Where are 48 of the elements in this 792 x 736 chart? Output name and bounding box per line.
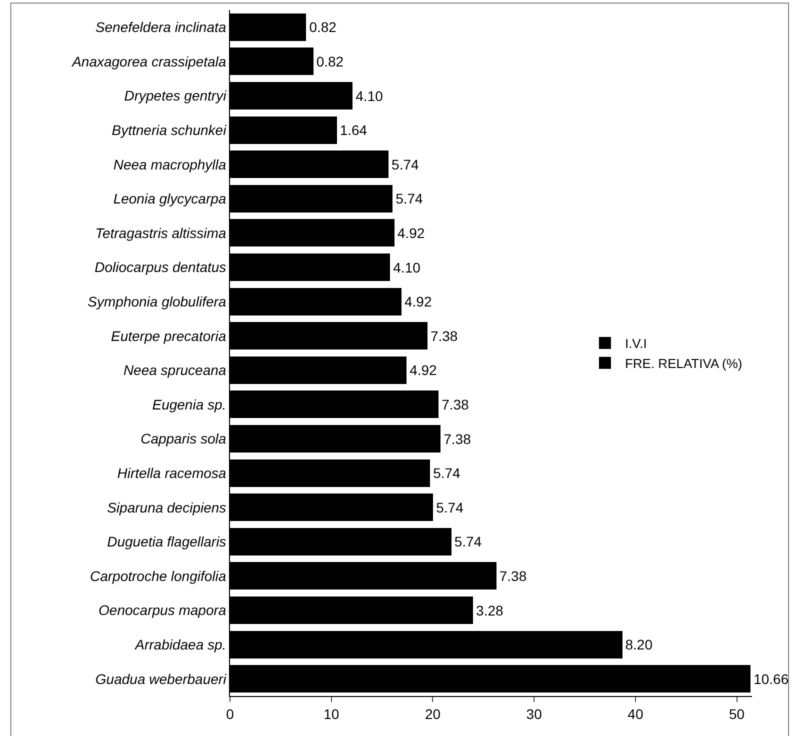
y-tick-label: Hirtella racemosa [117,464,226,481]
x-tick-label: 10 [324,706,340,722]
x-tick-label: 50 [729,706,745,722]
y-tick-label: Symphonia globulifera [88,293,226,310]
data-label: 7.38 [442,396,470,412]
y-tick-label: Capparis sola [140,430,226,447]
data-label: 5.74 [436,499,464,516]
y-tick-label: Drypetes gentryi [124,88,228,104]
y-tick-label: Guadua weberbaueri [95,670,228,687]
data-label: 3.28 [476,602,504,618]
data-label: 0.82 [309,19,337,36]
data-label: 5.74 [396,190,424,207]
y-tick-label: Neea macrophylla [113,156,226,172]
x-tick-label: 40 [628,706,644,722]
data-label: 4.92 [404,294,432,310]
legend-label: I.V.I [624,336,647,352]
y-tick-label: Byttneria schunkei [112,122,228,138]
data-label: 4.10 [356,88,384,104]
x-tick-label: 20 [424,706,441,722]
data-label: 0.82 [316,53,344,70]
y-tick-label: Duguetia flagellaris [107,534,226,550]
y-tick-label: Siparuna decipiens [107,499,226,516]
x-tick-label: 30 [526,706,542,722]
data-label: 4.92 [397,224,425,241]
y-tick-label: Oenocarpus mapora [98,602,226,618]
y-tick-label: Euterpe precatoria [111,328,226,344]
y-tick-label: Tetragastris altissima [95,224,226,241]
data-label: 1.64 [340,122,368,138]
data-label: 5.74 [392,156,419,172]
data-label: 4.10 [393,259,421,276]
x-tick-label: 0 [226,706,234,722]
data-label: 7.38 [499,568,527,584]
data-label: 5.74 [454,534,482,550]
data-label: 5.74 [433,465,461,482]
legend-label: FRE. RELATIVA (%) [624,356,742,371]
y-tick-label: Eugenia sp. [152,396,226,412]
data-label: 10.66 [754,670,789,687]
y-tick-label: Arrabidaea sp. [134,636,226,652]
y-tick-label: Leonia glycycarpa [113,190,226,207]
y-tick-label: Senefeldera inclinata [95,19,226,36]
y-tick-label: Carpotroche longifolia [90,568,226,584]
data-label: 7.38 [444,430,472,447]
y-tick-label: Anaxagorea crassipetala [71,53,226,70]
data-label: 8.20 [625,636,653,653]
y-tick-label: Doliocarpus dentatus [94,259,226,276]
data-label: 7.38 [430,328,458,344]
data-label: 4.92 [410,362,438,378]
y-tick-label: Neea spruceana [123,362,226,378]
